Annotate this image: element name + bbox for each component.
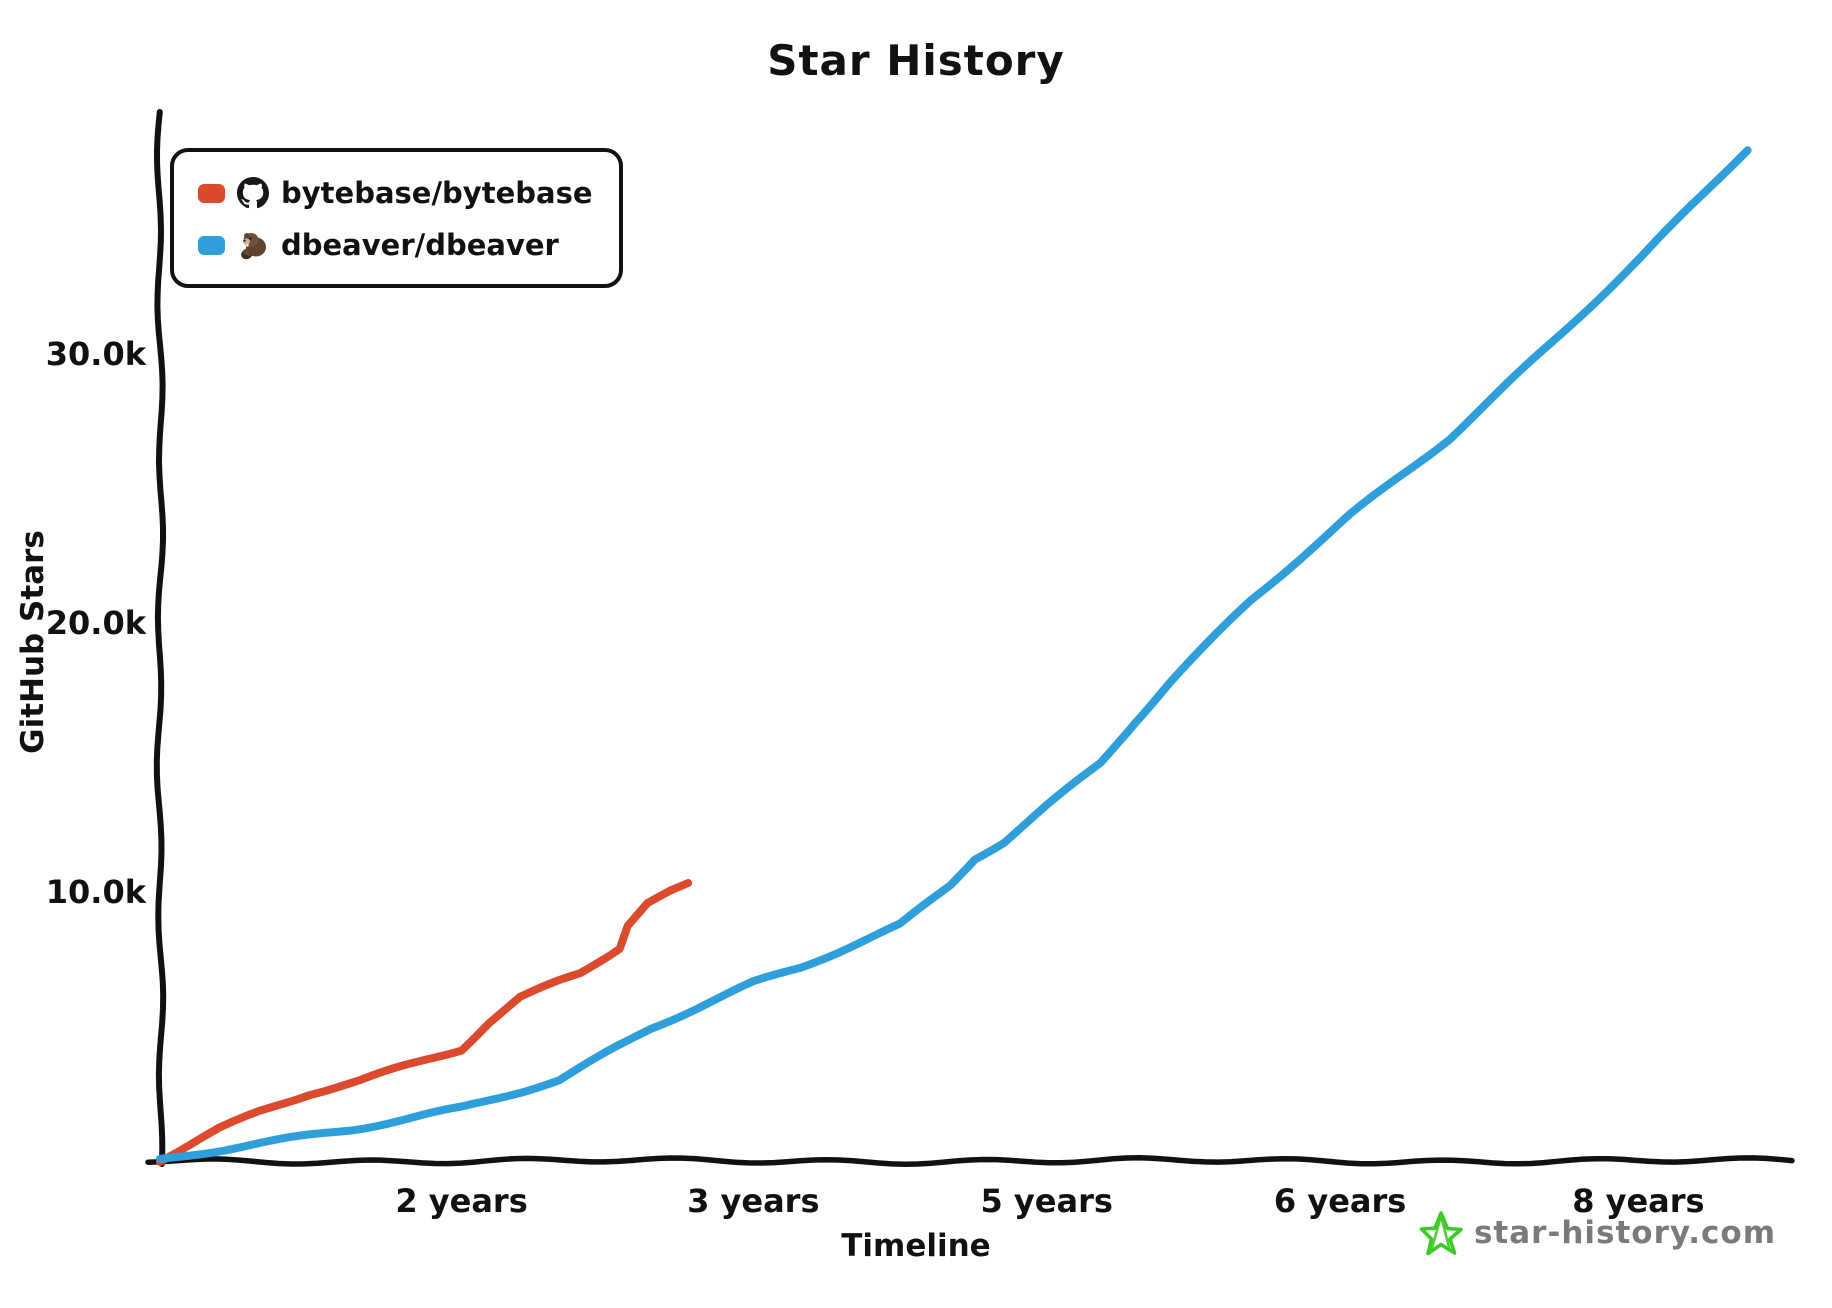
- star-icon: [1419, 1211, 1463, 1256]
- watermark: star-history.com: [1418, 1210, 1776, 1256]
- x-tick-label-5-years: 5 years: [981, 1182, 1113, 1220]
- series-line-bytebase: [156, 879, 693, 1166]
- x-axis-title: Timeline: [841, 1228, 991, 1264]
- y-tick-label-20.0k: 20.0k: [46, 604, 147, 642]
- series-line-dbeaver: [156, 146, 1752, 1163]
- legend-label-bytebase: bytebase/bytebase: [281, 175, 593, 210]
- y-axis-line: [153, 109, 167, 1167]
- y-tick-label-10.0k: 10.0k: [46, 873, 147, 911]
- x-axis-line: [145, 1155, 1795, 1167]
- legend: bytebase/bytebase dbeaver/dbeaver: [170, 148, 623, 288]
- x-tick-label-2-years: 2 years: [395, 1182, 527, 1220]
- dbeaver-color-swatch: [198, 235, 225, 255]
- legend-label-dbeaver: dbeaver/dbeaver: [281, 227, 559, 262]
- github-octocat-icon: [237, 177, 269, 209]
- y-axis-title: GitHub Stars: [15, 530, 51, 754]
- x-tick-label-8-years: 8 years: [1572, 1182, 1704, 1220]
- x-tick-label-6-years: 6 years: [1274, 1182, 1406, 1220]
- x-tick-label-3-years: 3 years: [687, 1182, 819, 1220]
- chart-title: Star History: [767, 36, 1065, 85]
- legend-item-bytebase: bytebase/bytebase: [198, 172, 593, 214]
- bytebase-color-swatch: [198, 183, 225, 203]
- y-tick-label-30.0k: 30.0k: [46, 335, 147, 373]
- legend-item-dbeaver: dbeaver/dbeaver: [198, 224, 593, 266]
- beaver-icon: [237, 229, 269, 261]
- watermark-text: star-history.com: [1473, 1215, 1776, 1251]
